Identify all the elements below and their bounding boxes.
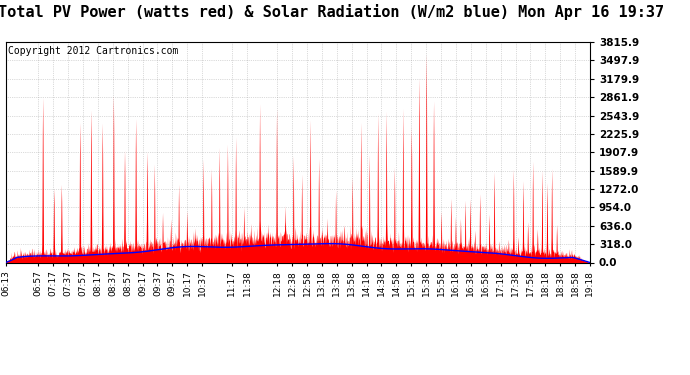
Text: Total PV Power (watts red) & Solar Radiation (W/m2 blue) Mon Apr 16 19:37: Total PV Power (watts red) & Solar Radia… xyxy=(0,4,664,20)
Text: Copyright 2012 Cartronics.com: Copyright 2012 Cartronics.com xyxy=(8,46,179,56)
